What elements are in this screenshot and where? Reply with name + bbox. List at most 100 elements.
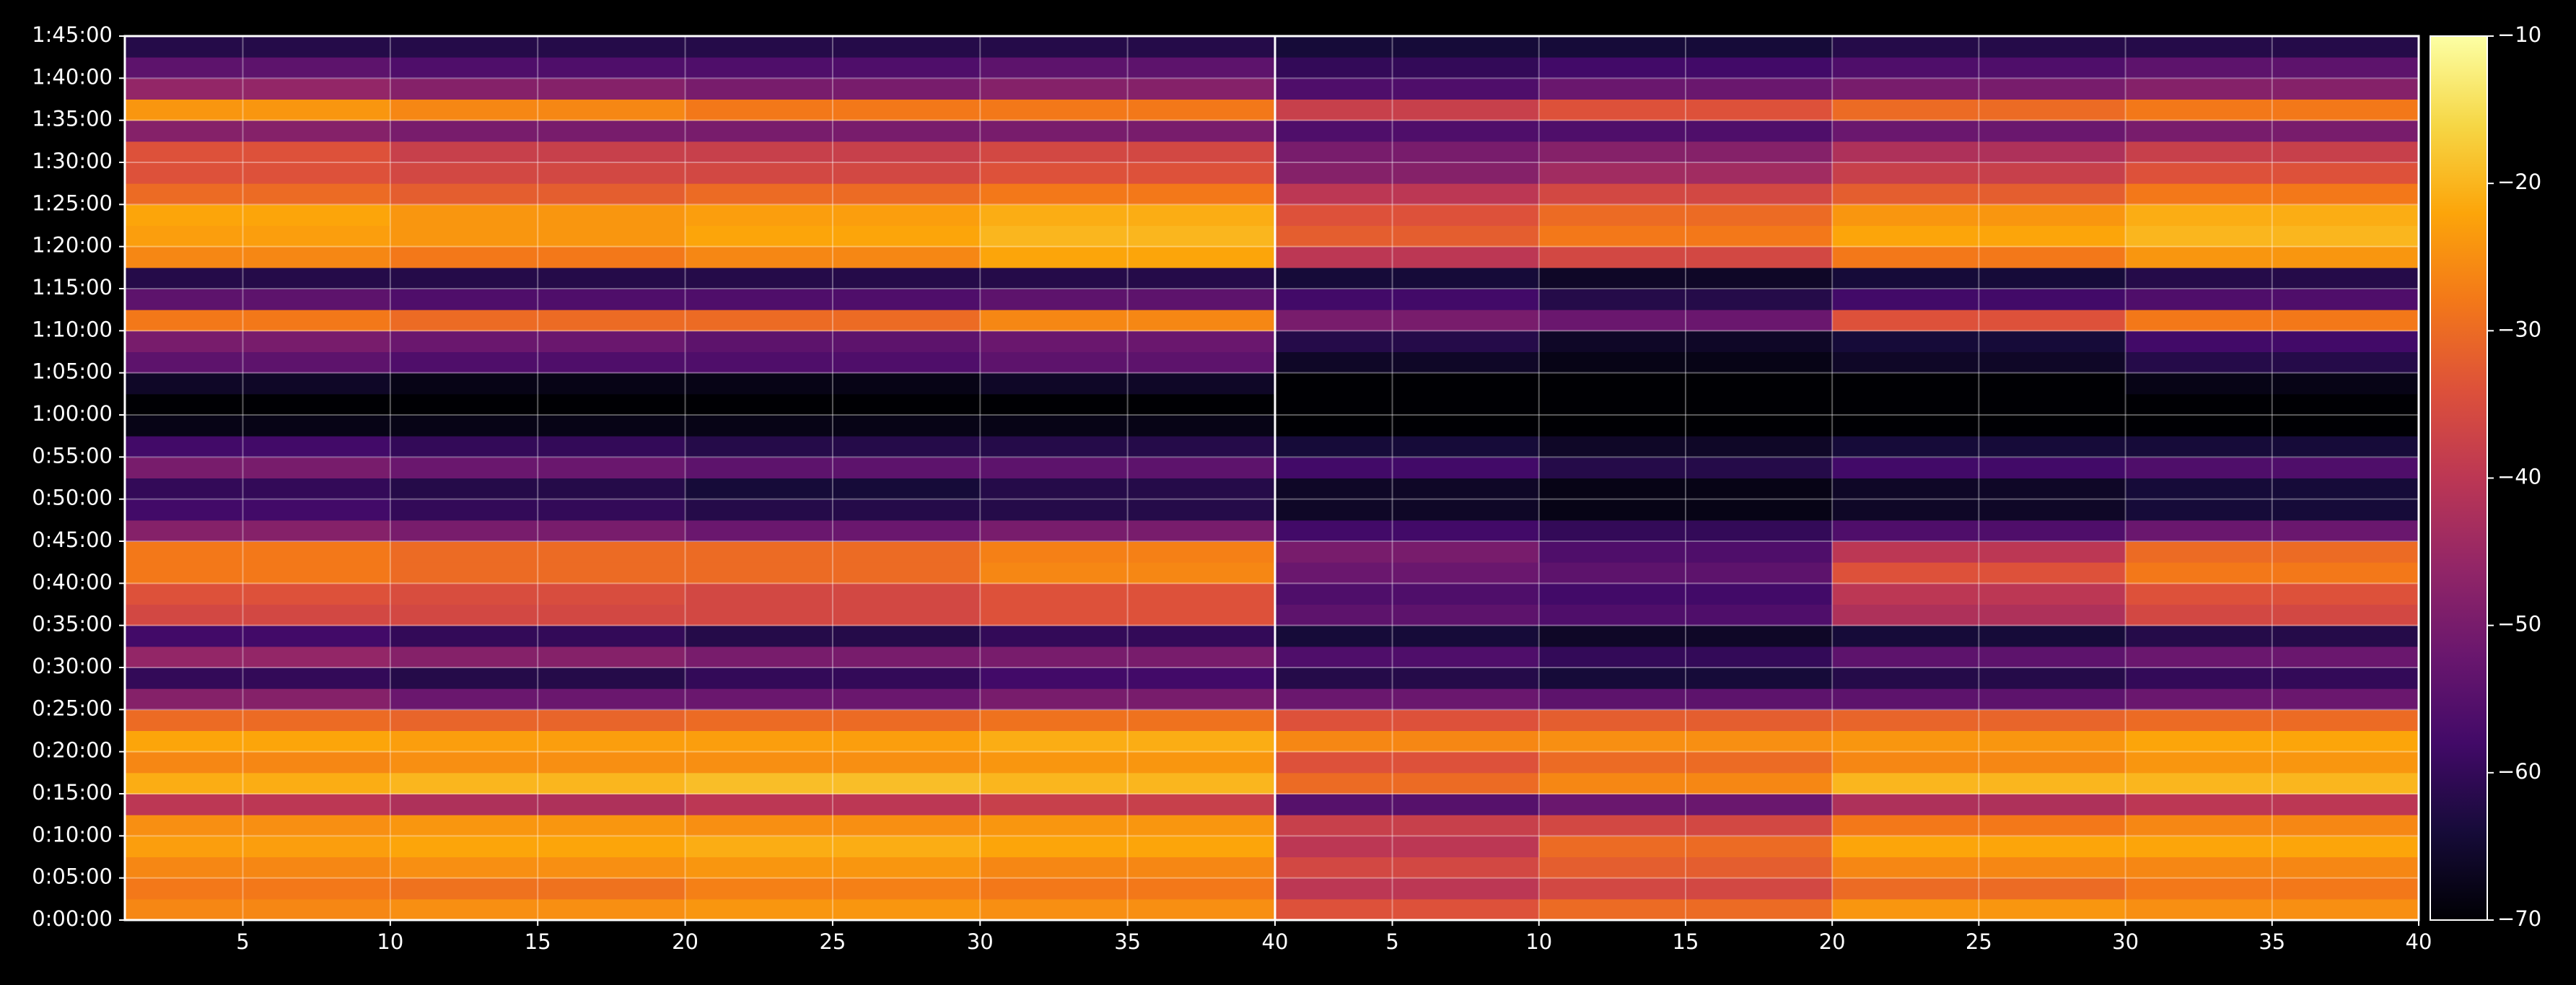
heatmap-cell <box>390 183 686 205</box>
heatmap-cell <box>685 499 981 521</box>
heatmap-cell <box>685 836 981 857</box>
heatmap-cell <box>2125 815 2419 836</box>
heatmap-cell <box>125 162 391 184</box>
heatmap-cell <box>685 162 981 184</box>
x-tick-label: 25 <box>819 929 846 954</box>
heatmap-cell <box>2125 120 2419 142</box>
heatmap-cell <box>2125 267 2419 289</box>
heatmap-cell <box>1275 310 1540 331</box>
y-tick-label: 0:30:00 <box>32 654 113 678</box>
colorbar-tick-label: −60 <box>2497 759 2541 784</box>
heatmap-cell <box>980 289 1276 310</box>
heatmap-cell <box>1538 393 1833 416</box>
heatmap-cell <box>2125 625 2419 647</box>
heatmap-cell <box>2125 688 2419 710</box>
heatmap-cell <box>980 415 1276 437</box>
heatmap-cell <box>2125 751 2419 774</box>
heatmap-cell <box>1275 562 1540 584</box>
heatmap-cell <box>1275 78 1540 100</box>
heatmap-cell <box>1538 794 1833 815</box>
heatmap-cell <box>1275 730 1540 753</box>
colorbar <box>2430 35 2488 921</box>
heatmap-cell <box>125 857 391 879</box>
heatmap-cell <box>1275 877 1540 900</box>
heatmap-cell <box>125 794 391 815</box>
heatmap-cell <box>685 794 981 815</box>
heatmap-cell <box>1832 815 2126 836</box>
heatmap-cell <box>1538 36 1833 58</box>
heatmap-cell <box>685 99 981 121</box>
heatmap-cell <box>390 709 686 731</box>
heatmap-cell <box>390 141 686 163</box>
heatmap-cell <box>685 246 981 268</box>
heatmap-cell <box>1275 99 1540 121</box>
x-tick-label: 30 <box>2112 929 2139 954</box>
y-tick-label: 1:15:00 <box>32 275 113 299</box>
heatmap-cell <box>390 78 686 100</box>
heatmap-cell <box>1275 815 1540 836</box>
heatmap-cell <box>685 183 981 205</box>
heatmap-cell <box>980 310 1276 331</box>
heatmap-cell <box>1832 415 2126 437</box>
heatmap-cell <box>125 457 391 478</box>
heatmap-cell <box>390 604 686 626</box>
heatmap-cell <box>980 99 1276 121</box>
heatmap-cell <box>125 246 391 268</box>
heatmap-cell <box>685 478 981 500</box>
heatmap-cell <box>1538 709 1833 731</box>
heatmap-cell <box>1538 836 1833 857</box>
heatmap-cell <box>1538 78 1833 100</box>
heatmap-cell <box>1538 688 1833 710</box>
heatmap-cell <box>980 141 1276 163</box>
heatmap-cell <box>1832 351 2126 374</box>
heatmap-cell <box>1538 898 1833 921</box>
heatmap-cell <box>125 478 391 500</box>
heatmap-cell <box>1538 351 1833 374</box>
heatmap-cell <box>1538 120 1833 142</box>
colorbar-tick-label: −40 <box>2497 465 2541 489</box>
heatmap-cell <box>1832 625 2126 647</box>
heatmap-cell <box>1538 604 1833 626</box>
heatmap-cell <box>980 478 1276 500</box>
heatmap-cell <box>125 372 391 395</box>
heatmap-cell <box>390 815 686 836</box>
heatmap-cell <box>125 499 391 521</box>
x-tick-label: 10 <box>377 929 403 954</box>
heatmap-cell <box>1832 520 2126 542</box>
heatmap-cell <box>685 436 981 458</box>
heatmap-cell <box>2125 794 2419 815</box>
heatmap-cell <box>390 415 686 437</box>
heatmap-cell <box>1538 246 1833 268</box>
heatmap-cell <box>1538 436 1833 458</box>
heatmap-cell <box>685 562 981 584</box>
heatmap-cell <box>980 772 1276 794</box>
heatmap-cell <box>980 541 1276 563</box>
heatmap-cell <box>1538 772 1833 794</box>
heatmap-cell <box>685 310 981 331</box>
heatmap-cell <box>980 120 1276 142</box>
heatmap-cell <box>980 877 1276 900</box>
heatmap-cell <box>685 393 981 416</box>
heatmap-cell <box>1832 794 2126 815</box>
heatmap-cell <box>685 415 981 437</box>
x-tick-label: 40 <box>2406 929 2432 954</box>
heatmap-cell <box>390 898 686 921</box>
heatmap-cell <box>2125 415 2419 437</box>
heatmap-cell <box>685 289 981 310</box>
heatmap-cell <box>125 57 391 79</box>
heatmap-cell <box>2125 204 2419 226</box>
heatmap-cell <box>1538 499 1833 521</box>
heatmap-cell <box>1538 730 1833 753</box>
heatmap-cell <box>125 898 391 921</box>
heatmap-cell <box>390 520 686 542</box>
heatmap-cell <box>980 688 1276 710</box>
y-tick-label: 0:00:00 <box>32 906 113 931</box>
heatmap-cell <box>390 751 686 774</box>
y-tick-label: 0:35:00 <box>32 612 113 636</box>
heatmap-cell <box>2125 857 2419 879</box>
heatmap-cell <box>1832 583 2126 605</box>
heatmap-cell <box>1538 625 1833 647</box>
x-tick-label: 30 <box>967 929 994 954</box>
heatmap-cell <box>1832 436 2126 458</box>
